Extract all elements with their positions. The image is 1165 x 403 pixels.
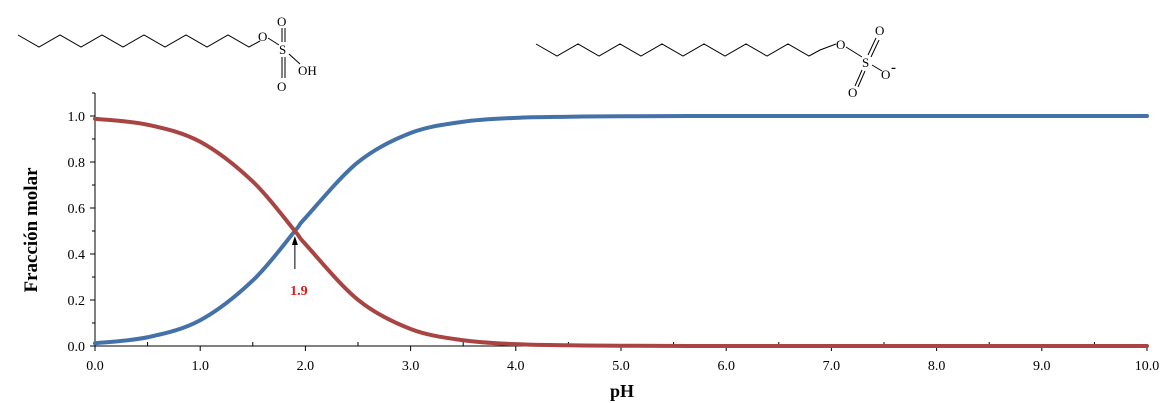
anion-oxygen-top: O xyxy=(875,23,884,38)
bond-s-o-top-b xyxy=(870,39,880,58)
annotation-layer: 1.9 xyxy=(290,236,308,299)
x-tick-label: 2.0 xyxy=(297,359,315,374)
molecule-anion: O S O O O - xyxy=(535,23,896,100)
anion-ester-oxygen: O xyxy=(836,37,845,52)
annotation-label: 1.9 xyxy=(290,284,308,299)
bond-o-s-acid xyxy=(267,37,280,46)
x-axis-title: pH xyxy=(610,381,634,401)
anion-charge: - xyxy=(891,60,896,76)
x-tick-label: 1.0 xyxy=(191,359,209,374)
x-tick-label: 10.0 xyxy=(1135,359,1160,374)
bond-s-o-top-a xyxy=(867,37,877,56)
y-tick-label: 0.4 xyxy=(68,248,86,263)
x-tick-label: 4.0 xyxy=(507,359,525,374)
x-tick-label: 3.0 xyxy=(402,359,420,374)
series-layer xyxy=(93,113,1149,349)
y-axis-title: Fracción molar xyxy=(21,167,42,293)
y-tick-label: 1.0 xyxy=(68,110,86,125)
anion-sulfur: S xyxy=(862,55,869,70)
anion-oxygen-bottom: O xyxy=(848,85,857,100)
y-tick-label: 0.8 xyxy=(68,156,86,171)
x-tick-label: 9.0 xyxy=(1033,359,1051,374)
acid-oxygen-bottom: O xyxy=(277,79,286,94)
x-tick-label: 6.0 xyxy=(717,359,735,374)
series-line-acid xyxy=(93,116,1149,349)
x-tick-label: 8.0 xyxy=(928,359,946,374)
y-tick-label: 0.2 xyxy=(68,294,86,309)
y-tick-label: 0.0 xyxy=(68,340,86,355)
acid-oxygen-top: O xyxy=(277,14,286,29)
bond-s-o-bottom-a xyxy=(854,69,863,87)
acid-ester-oxygen: O xyxy=(258,29,267,44)
bond-s-o-bottom-b xyxy=(857,70,866,88)
bond-s-oh xyxy=(288,53,301,65)
axes: 0.0 0.2 0.4 0.6 0.8 1.0 0.0 1.0 2.0 3.0 4.0 5.0 6.0 7… xyxy=(68,92,1160,374)
alkyl-chain-acid xyxy=(17,34,261,48)
molecule-acid: O S O O OH xyxy=(17,14,317,94)
acid-hydroxyl: OH xyxy=(298,63,317,78)
x-tick-label: 7.0 xyxy=(823,359,841,374)
alkyl-chain-anion xyxy=(535,43,837,57)
series-line-anion xyxy=(93,113,1149,346)
bond-s-o-minus xyxy=(871,64,883,72)
bond-o-s-anion xyxy=(845,46,863,58)
x-tick-label: 5.0 xyxy=(612,359,630,374)
anion-oxygen-minus: O xyxy=(881,67,890,82)
annotation-arrow-head xyxy=(291,236,298,245)
y-tick-label: 0.6 xyxy=(68,202,86,217)
x-tick-label: 0.0 xyxy=(86,359,104,374)
acid-sulfur: S xyxy=(279,42,286,57)
